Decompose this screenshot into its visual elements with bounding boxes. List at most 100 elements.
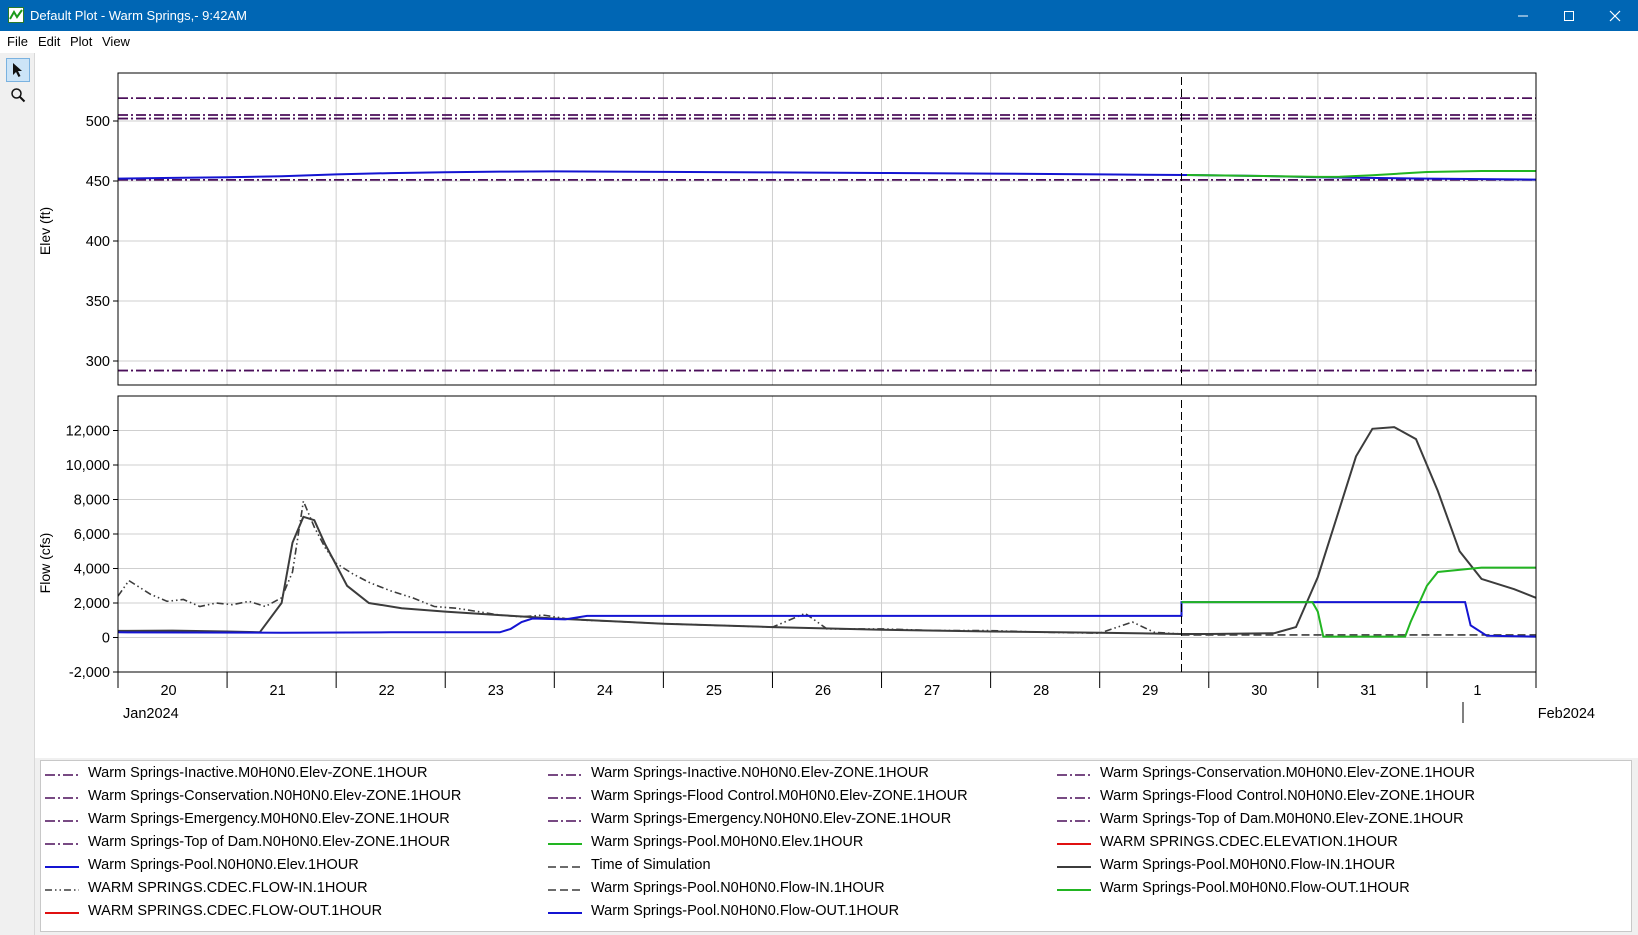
title-bar: Default Plot - Warm Springs,- 9:42AM (0, 0, 1638, 31)
legend-label: Warm Springs-Pool.M0H0N0.Elev.1HOUR (591, 834, 864, 850)
legend-label: WARM SPRINGS.CDEC.ELEVATION.1HOUR (1100, 834, 1398, 850)
legend-label: Warm Springs-Inactive.M0H0N0.Elev-ZONE.1… (88, 765, 428, 781)
plot-canvas[interactable]: Elev (ft) Flow (cfs) Jan2024 Feb2024 300… (35, 53, 1638, 758)
minimize-icon (1518, 15, 1528, 16)
zoom-magnifier-icon (11, 88, 26, 103)
y-tick-label: 2,000 (74, 596, 110, 612)
y-tick-label: 12,000 (66, 424, 110, 440)
legend-swatch (45, 797, 79, 799)
flow-panel: -2,000 0 2,000 4,000 6,000 8,000 10,000 12,000 (66, 395, 1537, 681)
elevation-panel: 300 350 400 450 500 (86, 72, 1537, 386)
legend-swatch (45, 912, 79, 914)
y-tick-label: 6,000 (74, 527, 110, 543)
plot-area[interactable]: Elev (ft) Flow (cfs) Jan2024 Feb2024 300… (35, 53, 1638, 758)
legend-label: Warm Springs-Flood Control.M0H0N0.Elev-Z… (591, 788, 968, 804)
legend-swatch (45, 843, 79, 845)
legend-swatch (45, 866, 79, 868)
panel-border (117, 72, 1537, 386)
legend-swatch (548, 797, 582, 799)
x-tick-label: 1 (1473, 683, 1481, 699)
x-tick-label: 23 (488, 683, 504, 699)
y-tick-label: 4,000 (74, 562, 110, 578)
legend-swatch (45, 774, 79, 776)
legend-label: Warm Springs-Emergency.N0H0N0.Elev-ZONE.… (591, 811, 952, 827)
legend-label: Warm Springs-Conservation.N0H0N0.Elev-ZO… (88, 788, 462, 804)
legend-label: Warm Springs-Emergency.M0H0N0.Elev-ZONE.… (88, 811, 450, 827)
month-label-jan: Jan2024 (123, 706, 179, 722)
legend-swatch (1057, 889, 1091, 891)
legend-panel: Warm Springs-Inactive.M0H0N0.Elev-ZONE.1… (40, 760, 1632, 932)
legend-label: Time of Simulation (591, 857, 711, 873)
minimize-button[interactable] (1500, 0, 1546, 31)
x-tick-label: 22 (379, 683, 395, 699)
legend-label: Warm Springs-Pool.N0H0N0.Flow-IN.1HOUR (591, 880, 885, 896)
legend-swatch (1057, 774, 1091, 776)
legend-label: Warm Springs-Pool.M0H0N0.Flow-IN.1HOUR (1100, 857, 1396, 873)
pointer-arrow-icon (13, 63, 22, 77)
legend-swatch (45, 889, 79, 891)
legend-label: Warm Springs-Top of Dam.M0H0N0.Elev-ZONE… (1100, 811, 1464, 827)
y-tick-label: 350 (86, 294, 110, 310)
legend-swatch (548, 889, 582, 891)
y-tick-label: 300 (86, 354, 110, 370)
y-tick-label: -2,000 (69, 665, 110, 681)
menu-edit[interactable]: Edit (38, 34, 61, 49)
series-line (1181, 566, 1536, 638)
y-tick-label: 450 (86, 174, 110, 190)
legend-swatch (548, 866, 582, 868)
legend-swatch (548, 774, 582, 776)
window-title: Default Plot - Warm Springs,- 9:42AM (30, 8, 247, 23)
menu-view[interactable]: View (102, 34, 130, 49)
tool-strip (0, 53, 35, 935)
legend-label: Warm Springs-Pool.N0H0N0.Elev.1HOUR (88, 857, 359, 873)
x-tick-label: 21 (270, 683, 286, 699)
x-tick-label: 27 (924, 683, 940, 699)
legend-label: Warm Springs-Flood Control.N0H0N0.Elev-Z… (1100, 788, 1475, 804)
month-label-feb: Feb2024 (1538, 706, 1595, 722)
legend-swatch (548, 912, 582, 914)
y-tick-label: 500 (86, 114, 110, 130)
legend-label: Warm Springs-Pool.M0H0N0.Flow-OUT.1HOUR (1100, 880, 1410, 896)
legend-label: WARM SPRINGS.CDEC.FLOW-OUT.1HOUR (88, 903, 383, 919)
x-tick-label: 25 (706, 683, 722, 699)
x-tick-label: 29 (1142, 683, 1158, 699)
series-line (118, 426, 1536, 635)
panel-border (117, 395, 1537, 673)
legend-label: Warm Springs-Inactive.N0H0N0.Elev-ZONE.1… (591, 765, 929, 781)
series-line (1186, 170, 1536, 178)
maximize-icon (1564, 10, 1574, 21)
app-icon (8, 7, 24, 23)
legend-swatch (1057, 866, 1091, 868)
elev-axis-label: Elev (ft) (37, 207, 53, 255)
close-button[interactable] (1592, 0, 1638, 31)
legend-swatch (548, 820, 582, 822)
y-tick-label: 8,000 (74, 493, 110, 509)
legend-swatch (1057, 843, 1091, 845)
legend-swatch (548, 843, 582, 845)
maximize-button[interactable] (1546, 0, 1592, 31)
legend-swatch (1057, 797, 1091, 799)
panel-background (118, 73, 1536, 385)
x-tick-label: 20 (160, 683, 176, 699)
y-tick-label: 400 (86, 234, 110, 250)
legend-swatch (45, 820, 79, 822)
x-tick-label: 30 (1251, 683, 1267, 699)
x-tick-label: 26 (815, 683, 831, 699)
legend-label: Warm Springs-Top of Dam.N0H0N0.Elev-ZONE… (88, 834, 451, 850)
menu-bar: File Edit Plot View (0, 31, 1638, 53)
flow-axis-label: Flow (cfs) (37, 533, 53, 594)
zoom-tool-button[interactable] (6, 83, 30, 107)
x-tick-label: 31 (1360, 683, 1376, 699)
x-tick-label: 28 (1033, 683, 1049, 699)
legend-label: Warm Springs-Pool.N0H0N0.Flow-OUT.1HOUR (591, 903, 900, 919)
close-icon (1609, 10, 1621, 21)
pointer-tool-button[interactable] (6, 58, 30, 82)
series-line (118, 601, 1536, 638)
y-tick-label: 10,000 (66, 458, 110, 474)
menu-file[interactable]: File (7, 34, 28, 49)
y-tick-label: 0 (102, 631, 110, 647)
legend-swatch (1057, 820, 1091, 822)
legend-label: WARM SPRINGS.CDEC.FLOW-IN.1HOUR (88, 880, 368, 896)
menu-plot[interactable]: Plot (70, 34, 93, 49)
legend-label: Warm Springs-Conservation.M0H0N0.Elev-ZO… (1100, 765, 1475, 781)
